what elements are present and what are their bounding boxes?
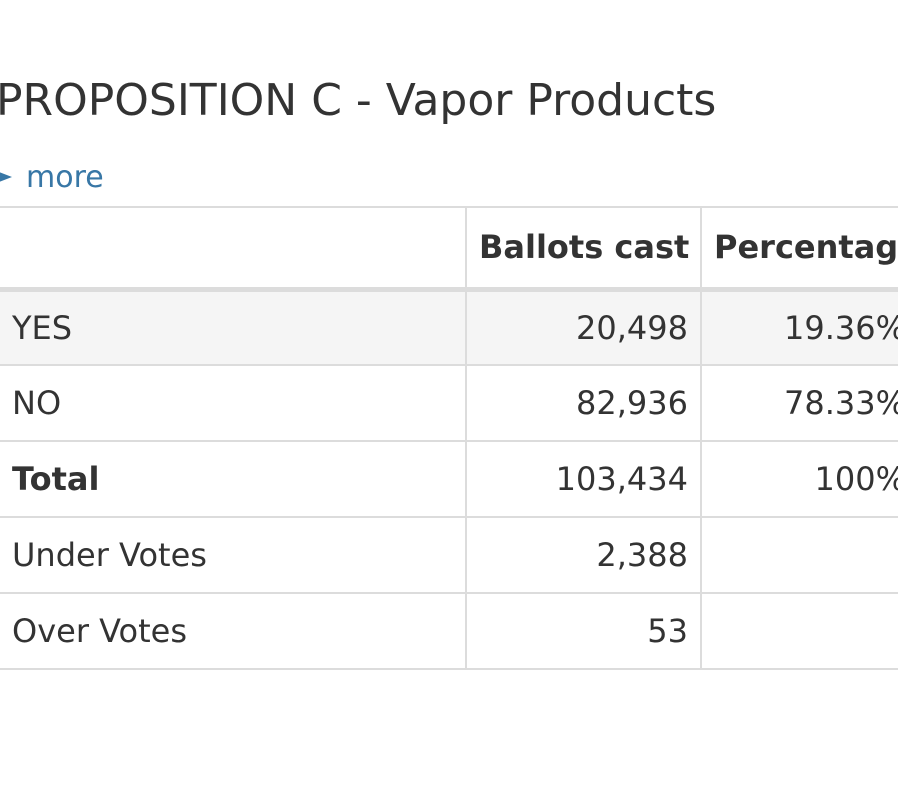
percentage-value: 78.33% <box>700 364 898 442</box>
ballots-cast-value: 20,498 <box>465 288 702 366</box>
choice-name: NO <box>0 364 467 442</box>
expand-arrow-icon <box>0 169 12 184</box>
more-label: more <box>26 160 104 195</box>
contest-title: PROPOSITION C - Vapor Products <box>0 75 717 126</box>
table-row-under-votes: Under Votes 2,388 <box>0 516 898 594</box>
percentage-value <box>700 516 898 594</box>
ballots-cast-value: 2,388 <box>465 516 702 594</box>
table-row-total: Total 103,434 100% <box>0 440 898 518</box>
total-label: Total <box>0 440 467 518</box>
choice-name: Over Votes <box>0 592 467 670</box>
table-header-row: Ballots cast Percentage <box>0 206 898 292</box>
header-percentage: Percentage <box>700 206 898 292</box>
percentage-value <box>700 592 898 670</box>
header-choice <box>0 206 467 292</box>
ballots-cast-value: 53 <box>465 592 702 670</box>
table-row-no: NO 82,936 78.33% <box>0 364 898 442</box>
choice-name: Under Votes <box>0 516 467 594</box>
table-row-yes: YES 20,498 19.36% <box>0 288 898 366</box>
table-row-over-votes: Over Votes 53 <box>0 592 898 670</box>
choice-name: YES <box>0 288 467 366</box>
percentage-value: 19.36% <box>700 288 898 366</box>
ballots-cast-value: 103,434 <box>465 440 702 518</box>
more-link[interactable]: more <box>0 158 104 198</box>
header-ballots-cast: Ballots cast <box>465 206 702 292</box>
percentage-value: 100% <box>700 440 898 518</box>
results-table: Ballots cast Percentage YES 20,498 19.36… <box>0 206 898 670</box>
ballots-cast-value: 82,936 <box>465 364 702 442</box>
